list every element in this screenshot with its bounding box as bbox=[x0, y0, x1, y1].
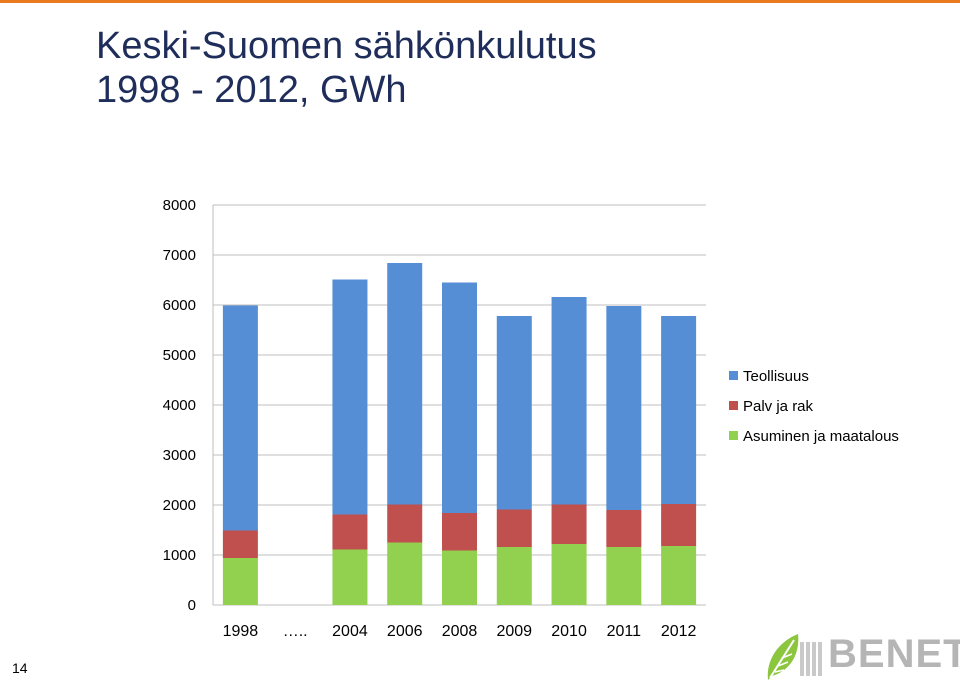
y-tick-label: 1000 bbox=[163, 547, 196, 564]
bar-segment bbox=[661, 504, 697, 546]
x-axis-category-labels: 1998 ….. 2004 2006 2008 2009 2010 2011 2012 bbox=[223, 623, 697, 640]
y-tick-label: 5000 bbox=[163, 347, 196, 364]
bar-segment bbox=[496, 547, 532, 605]
bar-segment bbox=[442, 282, 477, 513]
bar-segment bbox=[387, 542, 423, 605]
y-tick-label: 3000 bbox=[163, 447, 196, 464]
bar-segment bbox=[496, 316, 532, 510]
bar-segment bbox=[222, 558, 258, 605]
bar-segment bbox=[551, 297, 587, 505]
legend-label: Asuminen ja maatalous bbox=[743, 428, 899, 445]
bar-segment bbox=[606, 547, 642, 605]
bar-segment bbox=[222, 305, 258, 531]
y-tick-label: 8000 bbox=[163, 197, 196, 214]
bar-segment bbox=[387, 263, 423, 505]
y-tick-label: 6000 bbox=[163, 297, 196, 314]
y-tick-label: 0 bbox=[188, 597, 196, 614]
bar-segment bbox=[606, 306, 642, 510]
bars bbox=[222, 263, 697, 605]
bar-segment bbox=[442, 513, 477, 551]
top-accent-rule bbox=[0, 0, 960, 3]
y-tick-label: 7000 bbox=[163, 247, 196, 264]
x-category-label: 2012 bbox=[661, 623, 697, 640]
x-category-label: 2008 bbox=[442, 623, 478, 640]
bar-segment bbox=[661, 546, 697, 605]
bar-segment bbox=[606, 510, 642, 547]
logo-wordmark: BENET bbox=[828, 632, 960, 676]
x-category-label: 2010 bbox=[551, 623, 587, 640]
bar-segment bbox=[222, 530, 258, 558]
legend-label: Teollisuus bbox=[743, 368, 809, 385]
x-category-label: 2006 bbox=[387, 623, 423, 640]
y-tick-label: 4000 bbox=[163, 397, 196, 414]
bar-segment bbox=[551, 544, 587, 605]
legend-swatch bbox=[729, 431, 738, 440]
bar-segment bbox=[661, 316, 697, 504]
bar-segment bbox=[332, 279, 368, 515]
slide-title: Keski-Suomen sähkönkulutus 1998 - 2012, … bbox=[96, 24, 597, 112]
benet-logo: BENET bbox=[758, 630, 960, 682]
legend-label: Palv ja rak bbox=[743, 398, 814, 415]
x-category-label: ….. bbox=[283, 623, 308, 640]
x-category-label: 2009 bbox=[496, 623, 532, 640]
legend-swatch bbox=[729, 401, 738, 410]
legend: Teollisuus Palv ja rak Asuminen ja maatalo… bbox=[729, 368, 899, 445]
x-category-label: 1998 bbox=[223, 623, 259, 640]
bar-segment bbox=[387, 504, 423, 543]
y-axis-tick-labels: 0 1000 2000 3000 4000 5000 6000 7000 8000 bbox=[163, 197, 196, 614]
bar-segment bbox=[332, 549, 368, 605]
leaf-icon bbox=[767, 634, 822, 680]
slide-title-line-2: 1998 - 2012, GWh bbox=[96, 69, 407, 111]
x-category-label: 2004 bbox=[332, 623, 368, 640]
x-category-label: 2011 bbox=[607, 623, 642, 640]
legend-swatch bbox=[729, 371, 738, 380]
bar-segment bbox=[332, 514, 368, 550]
bar-segment bbox=[551, 504, 587, 544]
bar-segment bbox=[442, 550, 477, 605]
slide-title-line-1: Keski-Suomen sähkönkulutus bbox=[96, 25, 597, 67]
page-number: 14 bbox=[12, 660, 28, 676]
bar-segment bbox=[496, 509, 532, 547]
y-tick-label: 2000 bbox=[163, 497, 196, 514]
